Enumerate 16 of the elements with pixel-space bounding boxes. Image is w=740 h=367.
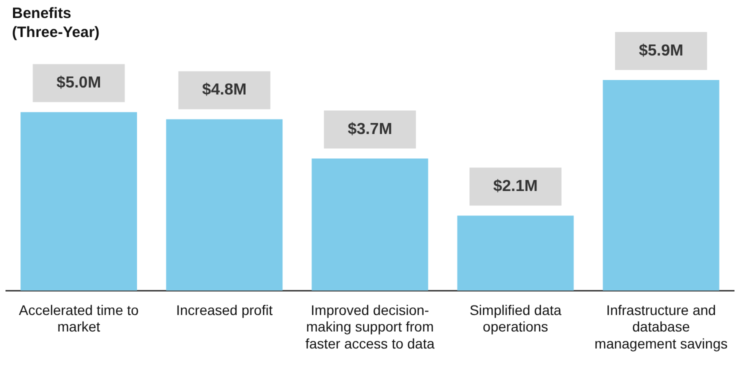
x-tick-label: Accelerated time to market xyxy=(18,302,139,335)
x-tick-label: Simplified data operations xyxy=(470,302,562,335)
bar xyxy=(166,119,283,291)
bar xyxy=(20,112,138,291)
data-label: $4.8M xyxy=(202,82,247,99)
bar xyxy=(602,80,720,291)
bar xyxy=(312,158,428,291)
x-tick-label: Infrastructure and database management savings xyxy=(594,302,728,352)
bar xyxy=(457,216,574,291)
chart-title: Benefits (Three-Year) xyxy=(12,4,100,42)
x-tick-label: Increased profit xyxy=(176,302,273,318)
data-label: $3.7M xyxy=(348,120,392,138)
x-tick-label: Improved decision-making support from faster access to data xyxy=(305,302,435,352)
data-label: $5.0M xyxy=(56,74,102,92)
data-label: $2.1M xyxy=(493,178,538,196)
data-label: $5.9M xyxy=(638,42,684,60)
